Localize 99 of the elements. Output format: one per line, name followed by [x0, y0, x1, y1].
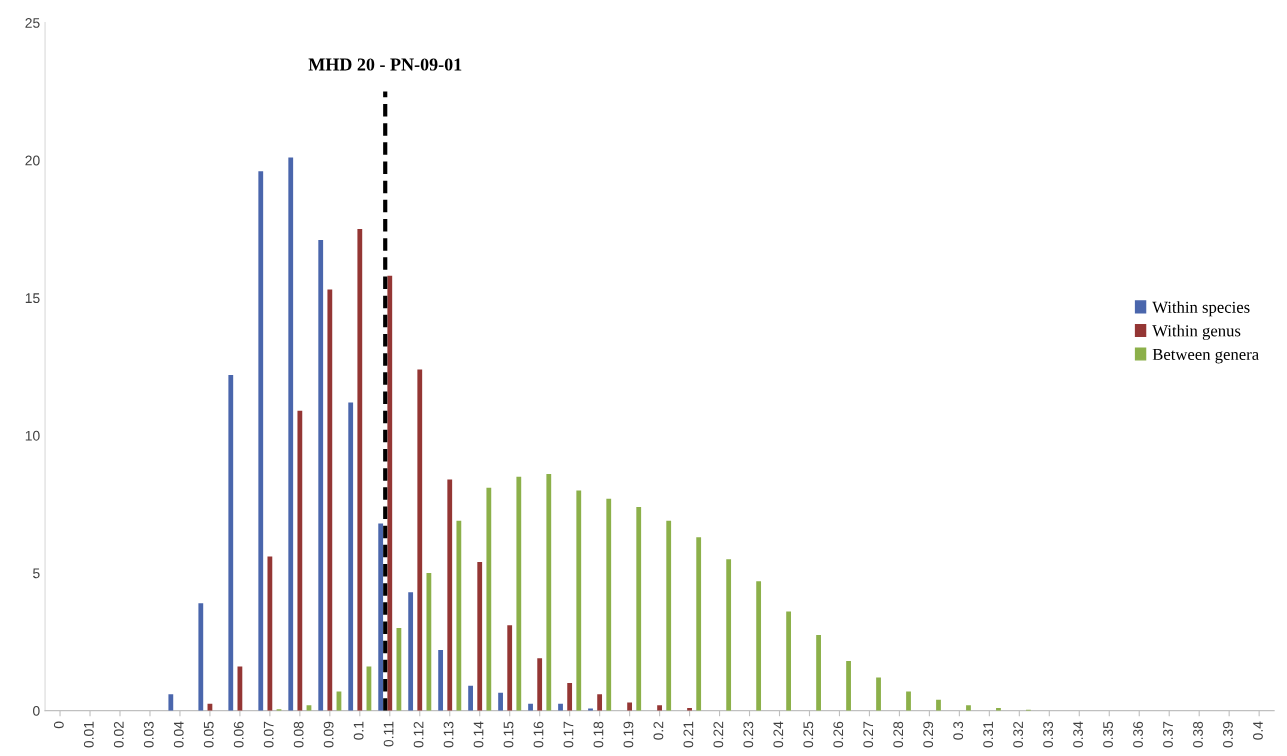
x-tick-label: 0.32	[1013, 721, 1024, 748]
x-tick-label: 0.13	[443, 721, 454, 748]
legend-label: Between genera	[1152, 348, 1259, 364]
ref-line-label: MHD 20 - PN-09-01	[308, 58, 462, 71]
bar	[756, 581, 762, 711]
bar	[588, 708, 593, 711]
bar	[936, 699, 941, 711]
x-tick-label: 0.34	[1073, 721, 1083, 748]
x-tick-label: 0.33	[1043, 721, 1054, 748]
bar	[846, 661, 851, 711]
x-tick-label: 0.22	[713, 721, 724, 748]
x-tick-label: 0.29	[923, 721, 934, 748]
bar	[318, 240, 324, 711]
bar	[627, 702, 633, 711]
x-tick-label: 0.1	[353, 721, 364, 740]
x-tick-label: 0.38	[1193, 721, 1203, 748]
x-tick-label: 0.19	[623, 721, 634, 748]
bar	[657, 705, 662, 711]
x-tick-label: 0.18	[593, 721, 604, 748]
bar	[498, 692, 503, 711]
x-tick-label: 0.07	[263, 721, 274, 748]
bar	[426, 573, 432, 711]
x-tick-label: 0.16	[533, 721, 544, 748]
bar	[906, 691, 911, 711]
bar	[726, 559, 732, 711]
bar	[966, 705, 971, 711]
bar	[528, 703, 533, 711]
bar	[408, 592, 414, 711]
y-tick-label: 10	[25, 430, 40, 441]
bar	[258, 171, 264, 711]
bar	[666, 520, 672, 711]
x-tick-label: 0.11	[383, 721, 394, 747]
x-tick-label: 0.21	[683, 721, 694, 748]
bar	[636, 507, 642, 711]
bar	[378, 523, 384, 711]
bar	[357, 229, 363, 711]
y-tick-label: 0	[33, 705, 40, 716]
x-tick-label: 0.05	[203, 721, 214, 748]
bar	[507, 625, 513, 711]
bar	[297, 410, 303, 711]
bar	[168, 694, 174, 711]
x-tick-label: 0.23	[743, 721, 754, 748]
bar	[816, 634, 821, 711]
x-tick-label: 0.3	[953, 721, 964, 740]
bar	[228, 374, 234, 711]
x-tick-label: 0.12	[413, 721, 424, 748]
bar	[567, 683, 573, 711]
x-tick-label: 0	[53, 721, 64, 729]
bar	[876, 677, 881, 711]
x-tick-label: 0.31	[983, 721, 994, 748]
x-tick-label: 0.2	[653, 721, 664, 740]
y-tick-label: 15	[25, 293, 40, 304]
bar	[468, 685, 474, 711]
x-tick-label: 0.04	[173, 721, 184, 748]
x-tick-label: 0.25	[803, 721, 814, 748]
bar	[477, 562, 483, 711]
bar	[387, 275, 393, 711]
y-tick-label: 5	[33, 568, 40, 579]
bar	[267, 556, 273, 711]
bar	[516, 476, 522, 711]
bar	[348, 402, 354, 711]
x-tick-label: 0.36	[1133, 721, 1143, 748]
legend-label: Within genus	[1152, 324, 1241, 340]
x-tick-label: 0.27	[863, 721, 874, 748]
legend-label: Within species	[1152, 301, 1250, 317]
bar	[576, 490, 582, 711]
x-tick-label: 0.37	[1163, 721, 1173, 748]
bar	[537, 658, 543, 711]
x-tick-label: 0.14	[473, 721, 484, 748]
x-tick-label: 0.28	[893, 721, 904, 748]
x-tick-label: 0.17	[563, 721, 574, 748]
x-tick-label: 0.15	[503, 721, 514, 748]
bar	[447, 479, 453, 711]
x-tick-label: 0.02	[113, 721, 124, 748]
x-tick-label: 0.09	[323, 721, 334, 748]
bar	[606, 498, 612, 711]
x-tick-label: 0.06	[233, 721, 244, 748]
bar	[438, 650, 444, 711]
x-tick-label: 0.24	[773, 721, 784, 748]
x-tick-label: 0.03	[143, 721, 154, 748]
x-tick-label: 0.39	[1223, 721, 1233, 748]
bar	[546, 473, 552, 711]
bar	[327, 289, 333, 711]
bar	[486, 487, 492, 711]
x-tick-label: 0.01	[83, 721, 94, 748]
bar	[417, 369, 423, 711]
bar	[696, 537, 702, 711]
bar	[456, 520, 462, 711]
x-tick-label: 0.08	[293, 721, 304, 748]
bar	[786, 611, 792, 711]
y-tick-label: 25	[25, 18, 40, 28]
y-tick-label: 20	[25, 155, 40, 166]
x-tick-label: 0.26	[833, 721, 844, 748]
bar	[597, 694, 603, 711]
x-tick-label: 0.4	[1253, 721, 1263, 740]
bar	[558, 703, 563, 711]
x-tick-label: 0.35	[1103, 721, 1113, 748]
bar	[288, 157, 294, 711]
bar	[198, 603, 204, 711]
